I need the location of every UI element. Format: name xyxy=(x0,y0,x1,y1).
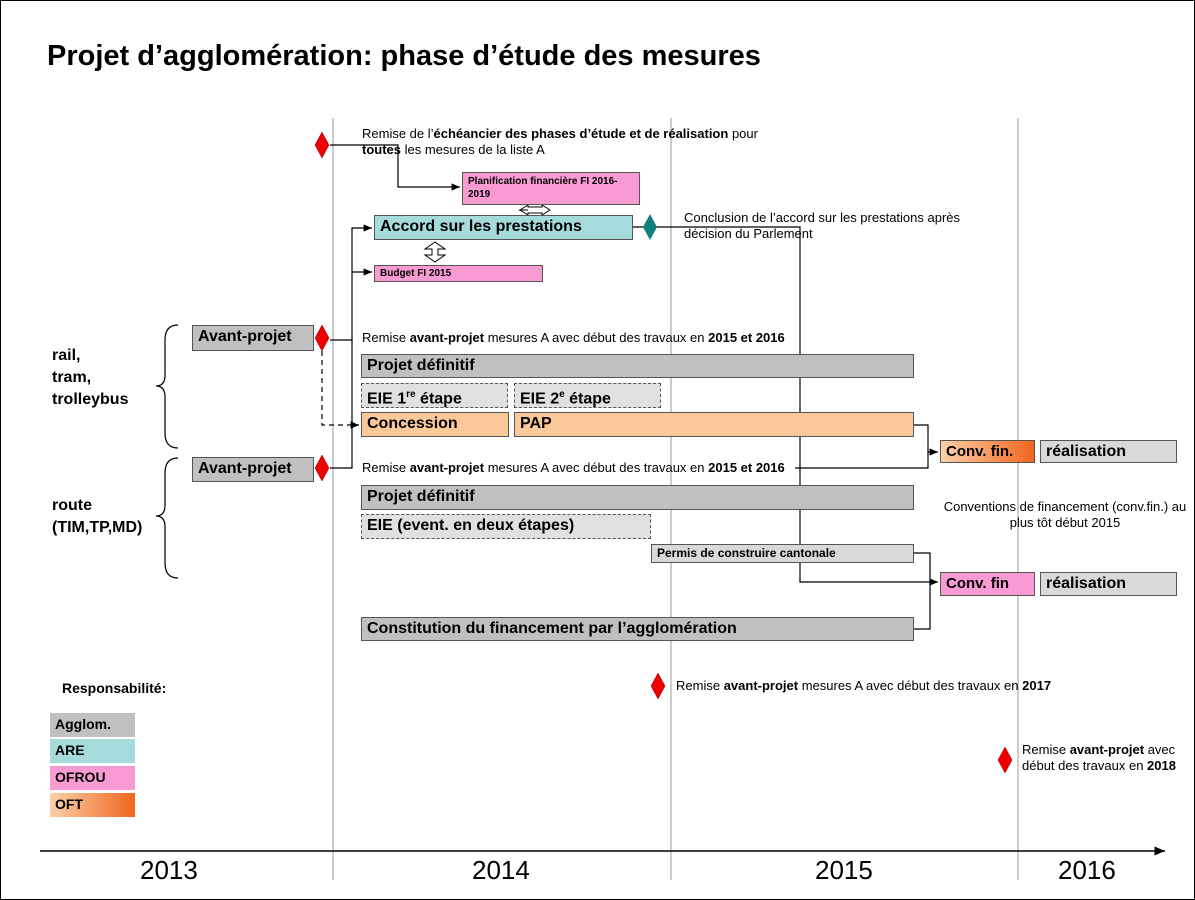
line: trolleybus xyxy=(52,391,129,408)
bar: Permis de construire cantonale xyxy=(651,544,914,563)
annotation: Remise de l’échéancier des phases d’étud… xyxy=(362,126,772,158)
annotation: Conventions de financement (conv.fin.) a… xyxy=(940,499,1190,531)
bar: Concession xyxy=(361,412,509,437)
year: 2015 xyxy=(815,855,873,885)
text: e xyxy=(559,389,565,400)
line: (TIM,TP,MD) xyxy=(52,519,143,536)
bar: Conv. fin. xyxy=(940,440,1035,463)
bar: Projet définitif xyxy=(361,354,914,378)
legend-item: Agglom. xyxy=(50,713,135,737)
text: avant-projet xyxy=(723,678,799,693)
text: 2018 xyxy=(1147,758,1176,773)
bar: PAP xyxy=(514,412,914,437)
line: tram, xyxy=(52,369,92,386)
text: Remise xyxy=(362,460,410,475)
text: mesures A avec début des travaux en xyxy=(798,678,1023,693)
year: 2016 xyxy=(1058,855,1116,885)
text: re xyxy=(406,389,416,400)
text: pour xyxy=(728,126,758,141)
bar: Avant-projet xyxy=(192,457,314,482)
annotation: Remise avant-projet mesures A avec début… xyxy=(362,460,785,476)
text: avant-projet xyxy=(409,460,485,475)
text: Conventions de financement (conv.fin.) a… xyxy=(943,499,1187,530)
text: 2017 xyxy=(1022,678,1052,693)
bar: réalisation xyxy=(1040,440,1177,463)
text: avant-projet xyxy=(1069,742,1145,757)
legend-item: OFROU xyxy=(50,766,135,790)
legend-item: ARE xyxy=(50,739,135,763)
bar: Accord sur les prestations xyxy=(374,215,633,240)
text: les mesures de la liste A xyxy=(401,142,545,157)
text: EIE 1 xyxy=(367,390,407,408)
title: Projet d’agglomération: phase d’étude de… xyxy=(47,40,761,72)
bar: Projet définitif xyxy=(361,485,914,510)
text: Remise de l’ xyxy=(362,126,434,141)
text: mesures A avec début des travaux en xyxy=(484,460,709,475)
text: Remise xyxy=(676,678,724,693)
bar: réalisation xyxy=(1040,572,1177,596)
annotation: Remise avant-projet mesures A avec début… xyxy=(362,330,785,346)
year: 2014 xyxy=(472,855,530,885)
bar: Budget FI 2015 xyxy=(374,265,543,282)
annotation: Remise avant-projet avec début des trava… xyxy=(1022,742,1182,774)
text: étape xyxy=(415,390,462,408)
year: 2013 xyxy=(140,855,198,885)
bar: Conv. fin xyxy=(940,572,1035,596)
text: 2015 et 2016 xyxy=(708,330,785,345)
annotation: Remise avant-projet mesures A avec début… xyxy=(676,678,1051,694)
legend-title: Responsabilité: xyxy=(62,680,167,696)
bar: EIE 1re étape xyxy=(361,383,508,408)
group-label: route (TIM,TP,MD) xyxy=(52,495,142,539)
text: étape xyxy=(564,390,611,408)
bar: Constitution du financement par l’agglom… xyxy=(361,617,914,641)
annotation: Conclusion de l’accord sur les prestatio… xyxy=(684,210,1004,242)
line: route xyxy=(52,497,92,514)
bar: Avant-projet xyxy=(192,325,314,351)
bar: EIE (event. en deux étapes) xyxy=(361,514,651,539)
bar: EIE 2e étape xyxy=(514,383,661,408)
text: EIE 2 xyxy=(520,390,560,408)
line: rail, xyxy=(52,347,81,364)
text: 2015 et 2016 xyxy=(708,460,785,475)
group-label: rail, tram, trolleybus xyxy=(52,345,128,411)
legend-item: OFT xyxy=(50,793,135,817)
text: Remise xyxy=(362,330,410,345)
text: toutes xyxy=(362,142,401,157)
bar: Planification financière FI 2016-2019 xyxy=(462,172,640,205)
text: Conclusion de l’accord sur les prestatio… xyxy=(684,210,961,241)
text: Remise xyxy=(1022,742,1070,757)
text: mesures A avec début des travaux en xyxy=(484,330,709,345)
text: avec début des travaux en xyxy=(1022,742,1176,773)
text: échéancier des phases d’étude et de réal… xyxy=(433,126,729,141)
text: avant-projet xyxy=(409,330,485,345)
